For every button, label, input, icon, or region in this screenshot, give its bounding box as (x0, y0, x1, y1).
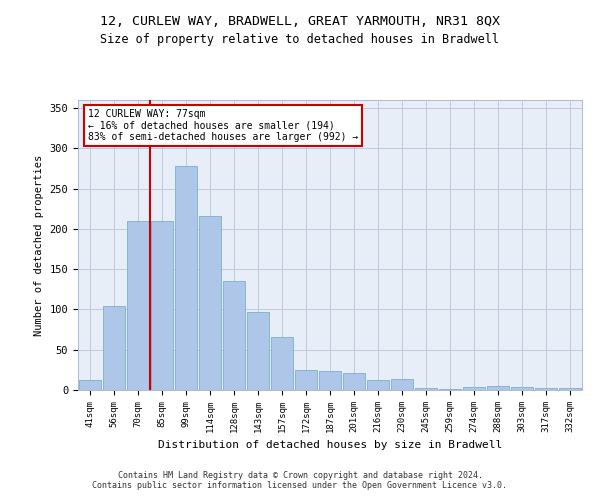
Y-axis label: Number of detached properties: Number of detached properties (34, 154, 44, 336)
Bar (367, 380, 389, 390)
Bar (247, 312, 269, 390)
Bar (79, 380, 101, 390)
Bar (487, 386, 509, 390)
X-axis label: Distribution of detached houses by size in Bradwell: Distribution of detached houses by size … (158, 440, 502, 450)
Text: 12 CURLEW WAY: 77sqm
← 16% of detached houses are smaller (194)
83% of semi-deta: 12 CURLEW WAY: 77sqm ← 16% of detached h… (88, 108, 358, 142)
Bar (439, 389, 461, 390)
Bar (319, 372, 341, 390)
Bar (535, 388, 557, 390)
Bar (391, 378, 413, 390)
Bar (463, 387, 485, 390)
Bar (223, 281, 245, 390)
Bar (559, 388, 581, 390)
Text: 12, CURLEW WAY, BRADWELL, GREAT YARMOUTH, NR31 8QX: 12, CURLEW WAY, BRADWELL, GREAT YARMOUTH… (100, 15, 500, 28)
Bar (343, 373, 365, 390)
Text: Contains public sector information licensed under the Open Government Licence v3: Contains public sector information licen… (92, 481, 508, 490)
Bar (103, 306, 125, 390)
Bar (271, 337, 293, 390)
Bar (151, 221, 173, 390)
Text: Size of property relative to detached houses in Bradwell: Size of property relative to detached ho… (101, 32, 499, 46)
Bar (127, 221, 149, 390)
Bar (199, 216, 221, 390)
Text: Contains HM Land Registry data © Crown copyright and database right 2024.: Contains HM Land Registry data © Crown c… (118, 471, 482, 480)
Bar (415, 388, 437, 390)
Bar (295, 370, 317, 390)
Bar (511, 387, 533, 390)
Bar (175, 166, 197, 390)
